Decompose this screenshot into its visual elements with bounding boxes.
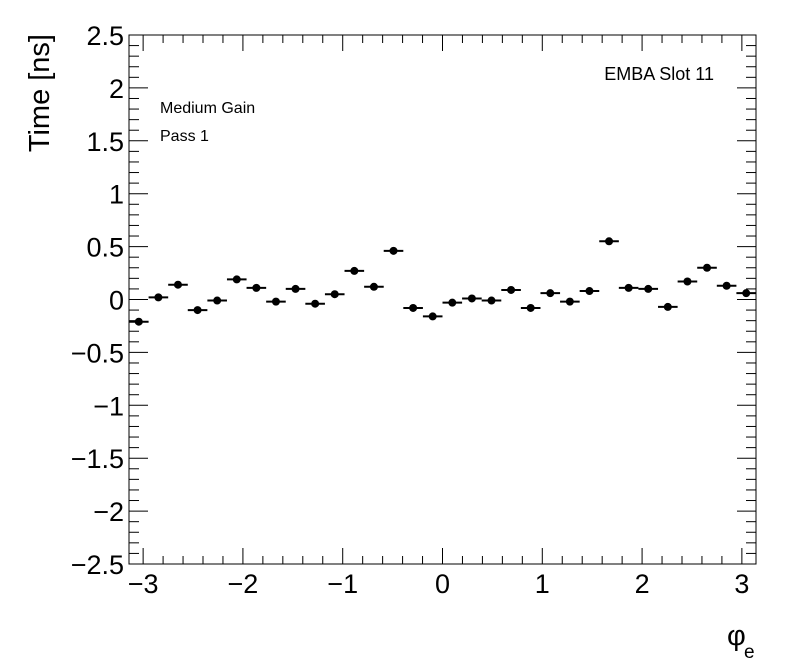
x-tick-label: 3 bbox=[734, 569, 749, 599]
data-point bbox=[193, 306, 202, 315]
x-tick-label: −3 bbox=[128, 569, 159, 599]
data-point bbox=[507, 285, 516, 294]
y-axis-title: Time [ns] bbox=[24, 34, 56, 152]
axis-ticks bbox=[129, 34, 756, 565]
data-point bbox=[232, 275, 241, 284]
data-point bbox=[526, 303, 535, 312]
data-point bbox=[703, 263, 712, 272]
data-point bbox=[330, 290, 339, 299]
x-tick-label: −2 bbox=[228, 569, 259, 599]
data-point bbox=[585, 287, 594, 296]
y-tick-label: 1 bbox=[109, 180, 124, 210]
data-point bbox=[409, 303, 418, 312]
data-point bbox=[467, 294, 476, 303]
data-point bbox=[213, 296, 222, 305]
data-point bbox=[644, 284, 653, 293]
y-tick-label: −2 bbox=[93, 497, 124, 527]
annotation-gain: Medium Gain bbox=[160, 100, 255, 117]
data-point bbox=[683, 277, 692, 286]
data-point bbox=[271, 297, 280, 306]
data-point bbox=[428, 312, 437, 321]
x-tick-label: 0 bbox=[435, 569, 450, 599]
annotation-pass: Pass 1 bbox=[160, 128, 209, 145]
y-tick-label: −1 bbox=[93, 391, 124, 421]
annotation-slot: EMBA Slot 11 bbox=[604, 64, 714, 84]
data-points bbox=[128, 237, 757, 326]
y-tick-label: 2.5 bbox=[86, 21, 124, 51]
y-tick-label: −2.5 bbox=[71, 550, 124, 580]
data-point bbox=[722, 281, 731, 290]
y-tick-label: −1.5 bbox=[71, 444, 124, 474]
data-point bbox=[546, 289, 555, 298]
x-tick-label: 2 bbox=[635, 569, 650, 599]
data-point bbox=[154, 293, 163, 302]
y-tick-label: 1.5 bbox=[86, 127, 124, 157]
data-point bbox=[487, 296, 496, 305]
y-tick-label: 2 bbox=[109, 74, 124, 104]
data-point bbox=[252, 283, 261, 292]
data-point bbox=[565, 297, 574, 306]
data-point bbox=[742, 289, 751, 298]
data-point bbox=[291, 284, 300, 293]
axis-tick-labels: −2.5 −2 −1.5 −1 −0.5 0 0.5 1 1.5 2 2.5 −3 −2 −1 0 1 2 3 bbox=[71, 21, 750, 599]
data-point bbox=[369, 282, 378, 291]
x-tick-label: 1 bbox=[535, 569, 550, 599]
data-point bbox=[605, 237, 614, 246]
data-point bbox=[389, 246, 398, 255]
x-axis-title-subscript: e bbox=[744, 642, 755, 663]
data-point bbox=[624, 283, 633, 292]
y-tick-label: 0 bbox=[109, 286, 124, 316]
y-tick-label: 0.5 bbox=[86, 233, 124, 263]
x-axis-title: φ bbox=[727, 620, 746, 652]
data-point bbox=[448, 298, 457, 307]
data-point bbox=[134, 317, 143, 326]
data-point bbox=[311, 299, 320, 308]
y-tick-label: −0.5 bbox=[71, 338, 124, 368]
x-tick-label: −1 bbox=[327, 569, 358, 599]
data-point bbox=[173, 280, 182, 289]
data-point bbox=[663, 302, 672, 311]
data-point bbox=[350, 266, 359, 275]
